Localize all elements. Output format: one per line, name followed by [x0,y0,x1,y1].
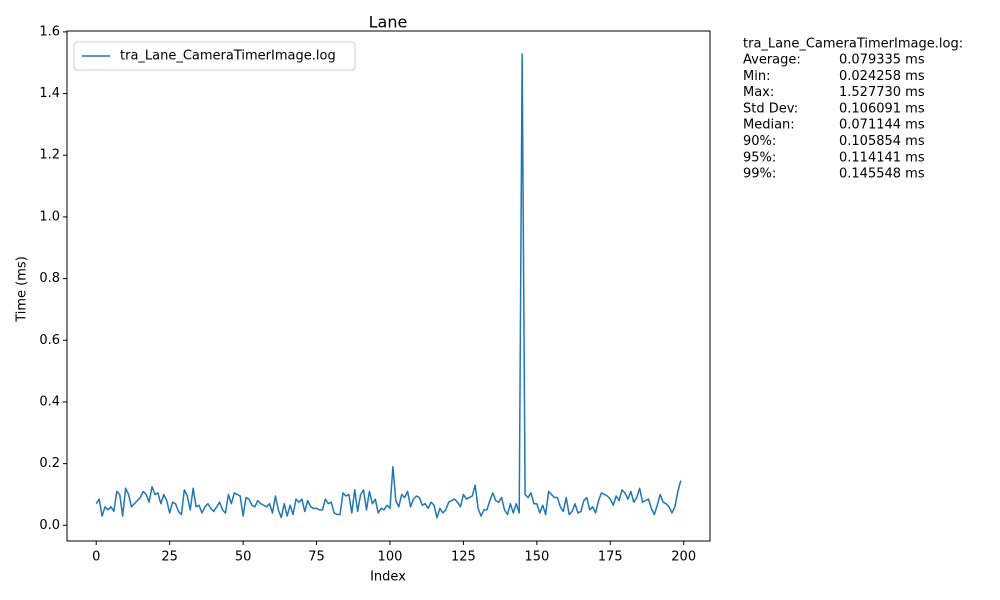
stats-label: Max: [743,85,774,100]
y-tick-label: 0.2 [39,456,60,471]
stats-label: 99%: [743,167,776,182]
x-tick-label: 50 [235,550,252,565]
stats-value: 0.145548 ms [839,167,925,182]
stats-label: Median: [743,118,795,133]
y-tick-label: 0.0 [39,518,60,533]
y-tick-label: 1.2 [39,148,60,163]
y-tick-label: 0.8 [39,271,60,286]
stats-heading: tra_Lane_CameraTimerImage.log: [743,37,963,52]
x-tick-label: 100 [378,550,403,565]
x-tick-label: 175 [598,550,623,565]
stats-value: 0.079335 ms [839,53,925,68]
y-tick-label: 1.4 [39,86,60,101]
stats-value: 1.527730 ms [839,85,925,100]
stats-value: 0.024258 ms [839,69,925,84]
x-tick-label: 125 [451,550,476,565]
stats-value: 0.106091 ms [839,101,925,116]
x-tick-label: 25 [161,550,178,565]
y-axis-label: Time (ms) [15,256,30,323]
stats-panel: tra_Lane_CameraTimerImage.log:Average: 0.… [743,37,963,182]
y-tick-label: 1.6 [39,24,60,39]
x-tick-label: 200 [671,550,696,565]
stats-value: 0.071144 ms [839,118,925,133]
stats-label: 95%: [743,150,776,165]
y-tick-label: 0.4 [39,394,60,409]
chart-title: Lane [369,13,408,32]
stats-value: 0.114141 ms [839,150,925,165]
x-tick-label: 0 [92,550,100,565]
stats-value: 0.105854 ms [839,134,925,149]
legend-box [73,41,356,71]
x-axis-label: Index [370,570,406,585]
plot-frame [66,30,711,542]
x-tick-label: 75 [308,550,325,565]
stats-label: Std Dev: [743,101,798,116]
legend-label: tra_Lane_CameraTimerImage.log [120,49,336,64]
y-tick-label: 1.0 [39,209,60,224]
stats-label: Average: [743,53,801,68]
y-tick-label: 0.6 [39,333,60,348]
legend: tra_Lane_CameraTimerImage.log [73,41,356,71]
series-line [95,53,682,519]
x-tick-label: 150 [524,550,549,565]
stats-label: Min: [743,69,770,84]
stats-label: 90%: [743,134,776,149]
